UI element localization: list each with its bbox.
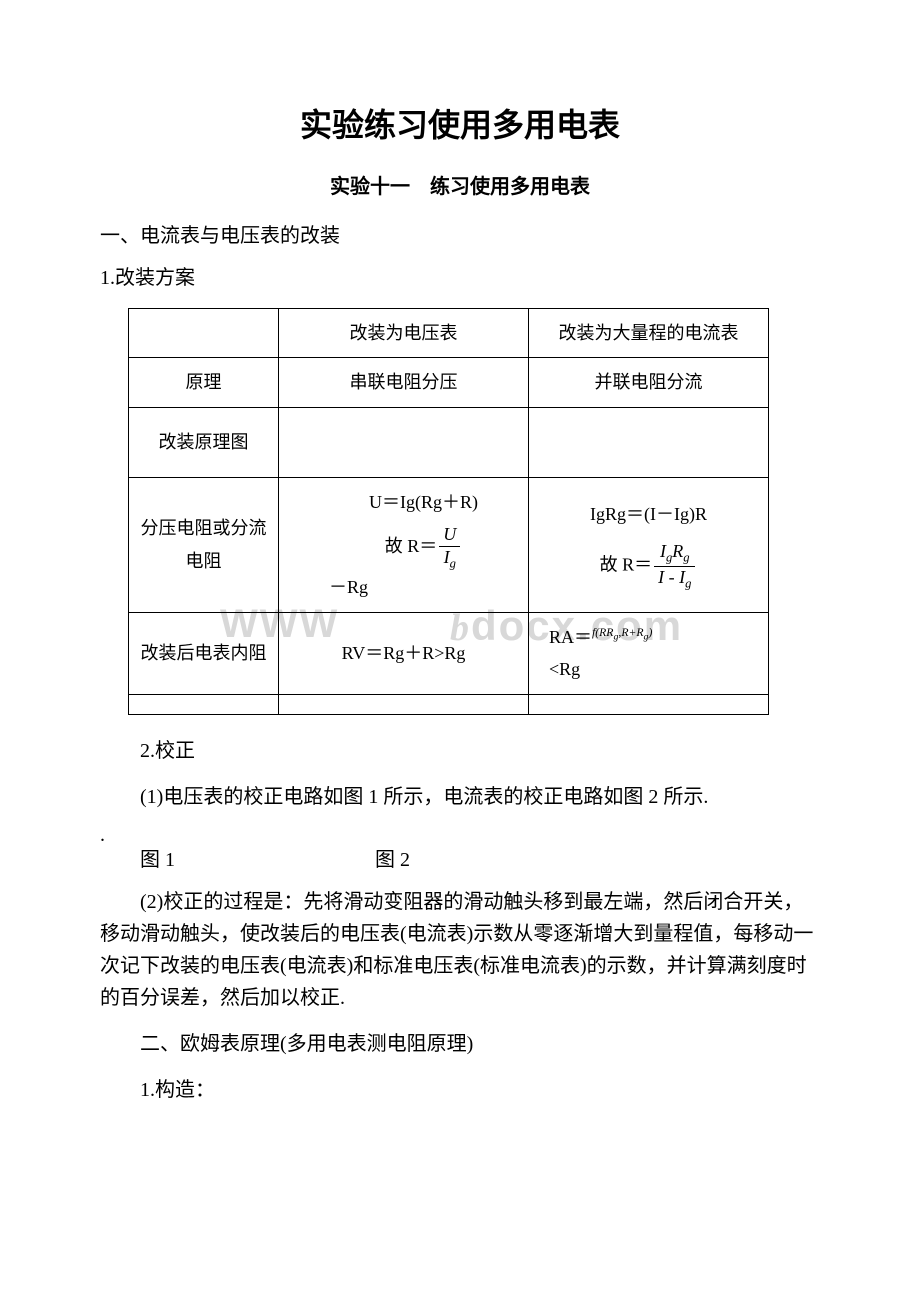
main-title: 实验练习使用多用电表 xyxy=(100,100,820,146)
section-1-heading: 一、电流表与电压表的改装 xyxy=(100,219,820,248)
ra-superscript: f(RRg,R+Rg) xyxy=(592,626,652,639)
table: 改装为电压表 改装为大量程的电流表 原理 串联电阻分压 并联电阻分流 改装原理图… xyxy=(128,308,769,715)
num-b: R xyxy=(672,541,683,561)
table-cell-ra: RA＝f(RRg,R+Rg) <Rg xyxy=(529,612,769,694)
sub-title: 实验十一 练习使用多用电表 xyxy=(100,170,820,199)
den-sub: g xyxy=(450,556,456,570)
conversion-table: 改装为电压表 改装为大量程的电流表 原理 串联电阻分压 并联电阻分流 改装原理图… xyxy=(128,308,820,715)
fraction-num-amp: IgRg xyxy=(654,541,695,567)
fraction-numerator: U xyxy=(439,524,460,547)
period-line: . xyxy=(100,827,820,843)
table-cell-volt-formula: U＝Ig(Rg＋R) 故 R＝ U Ig －Rg xyxy=(279,477,529,612)
sup-a: f(RR xyxy=(592,626,613,639)
formula-r-amp: 故 R＝ IgRg I - Ig xyxy=(539,541,758,591)
page: WWW bdocx.com 实验练习使用多用电表 实验十一 练习使用多用电表 一… xyxy=(100,100,820,1106)
table-cell-internal-r-label: 改装后电表内阻 xyxy=(129,612,279,694)
table-cell-empty-b2 xyxy=(279,694,529,714)
table-row xyxy=(129,694,769,714)
fraction-den-amp: I - Ig xyxy=(654,567,695,592)
plan-label: 1.改装方案 xyxy=(100,262,820,294)
correction-para-2: (2)校正的过程是：先将滑动变阻器的滑动触头移到最左端，然后闭合开关，移动滑动触… xyxy=(100,886,820,1014)
formula-r-volt: 故 R＝ U Ig xyxy=(329,524,518,571)
den-a-sub: g xyxy=(685,576,691,590)
table-cell-empty-b1 xyxy=(129,694,279,714)
table-row: 改装原理图 xyxy=(129,407,769,477)
table-row: 原理 串联电阻分压 并联电阻分流 xyxy=(129,358,769,407)
fraction-denominator: Ig xyxy=(439,547,460,572)
table-header-voltmeter: 改装为电压表 xyxy=(279,309,529,358)
table-cell-diagram-amp xyxy=(529,407,769,477)
formula-prefix: 故 R＝ xyxy=(385,536,438,556)
table-row: 改装为电压表 改装为大量程的电流表 xyxy=(129,309,769,358)
structure-label: 1.构造： xyxy=(100,1074,820,1106)
sup-end: ) xyxy=(648,626,652,639)
correction-para-1: (1)电压表的校正电路如图 1 所示，电流表的校正电路如图 2 所示. xyxy=(100,781,820,813)
table-header-ammeter: 改装为大量程的电流表 xyxy=(529,309,769,358)
table-cell-diagram-volt xyxy=(279,407,529,477)
num-b-sub: g xyxy=(683,550,689,564)
table-cell-empty xyxy=(129,309,279,358)
table-cell-principle-label: 原理 xyxy=(129,358,279,407)
table-cell-diagram-label: 改装原理图 xyxy=(129,407,279,477)
den-a: I - I xyxy=(658,567,685,587)
table-row: 改装后电表内阻 RV＝Rg＋R>Rg RA＝f(RRg,R+Rg) <Rg xyxy=(129,612,769,694)
sup-mid: ,R+R xyxy=(618,626,643,639)
formula-r-volt-tail: －Rg xyxy=(329,571,518,603)
table-row: 分压电阻或分流电阻 U＝Ig(Rg＋R) 故 R＝ U Ig －Rg IgRg＝… xyxy=(129,477,769,612)
ra-prefix: RA＝ xyxy=(549,627,592,647)
table-cell-resistor-label: 分压电阻或分流电阻 xyxy=(129,477,279,612)
section-2-heading: 二、欧姆表原理(多用电表测电阻原理) xyxy=(100,1028,820,1060)
fraction: U Ig xyxy=(439,524,460,571)
ra-tail: <Rg xyxy=(549,653,758,685)
table-cell-rv: RV＝Rg＋R>Rg xyxy=(279,612,529,694)
figure-labels: 图 1 图 2 xyxy=(100,843,820,872)
table-cell-series: 串联电阻分压 xyxy=(279,358,529,407)
formula-prefix-amp: 故 R＝ xyxy=(600,554,653,574)
table-cell-parallel: 并联电阻分流 xyxy=(529,358,769,407)
formula-u-eq: U＝Ig(Rg＋R) xyxy=(329,486,518,518)
correction-label: 2.校正 xyxy=(100,735,820,767)
fraction-amp: IgRg I - Ig xyxy=(654,541,695,591)
table-cell-amp-formula: IgRg＝(I－Ig)R 故 R＝ IgRg I - Ig xyxy=(529,477,769,612)
table-cell-empty-b3 xyxy=(529,694,769,714)
figure-1-label: 图 1 xyxy=(140,849,175,871)
formula-igrg-eq: IgRg＝(I－Ig)R xyxy=(539,498,758,530)
figure-2-label: 图 2 xyxy=(375,849,410,871)
